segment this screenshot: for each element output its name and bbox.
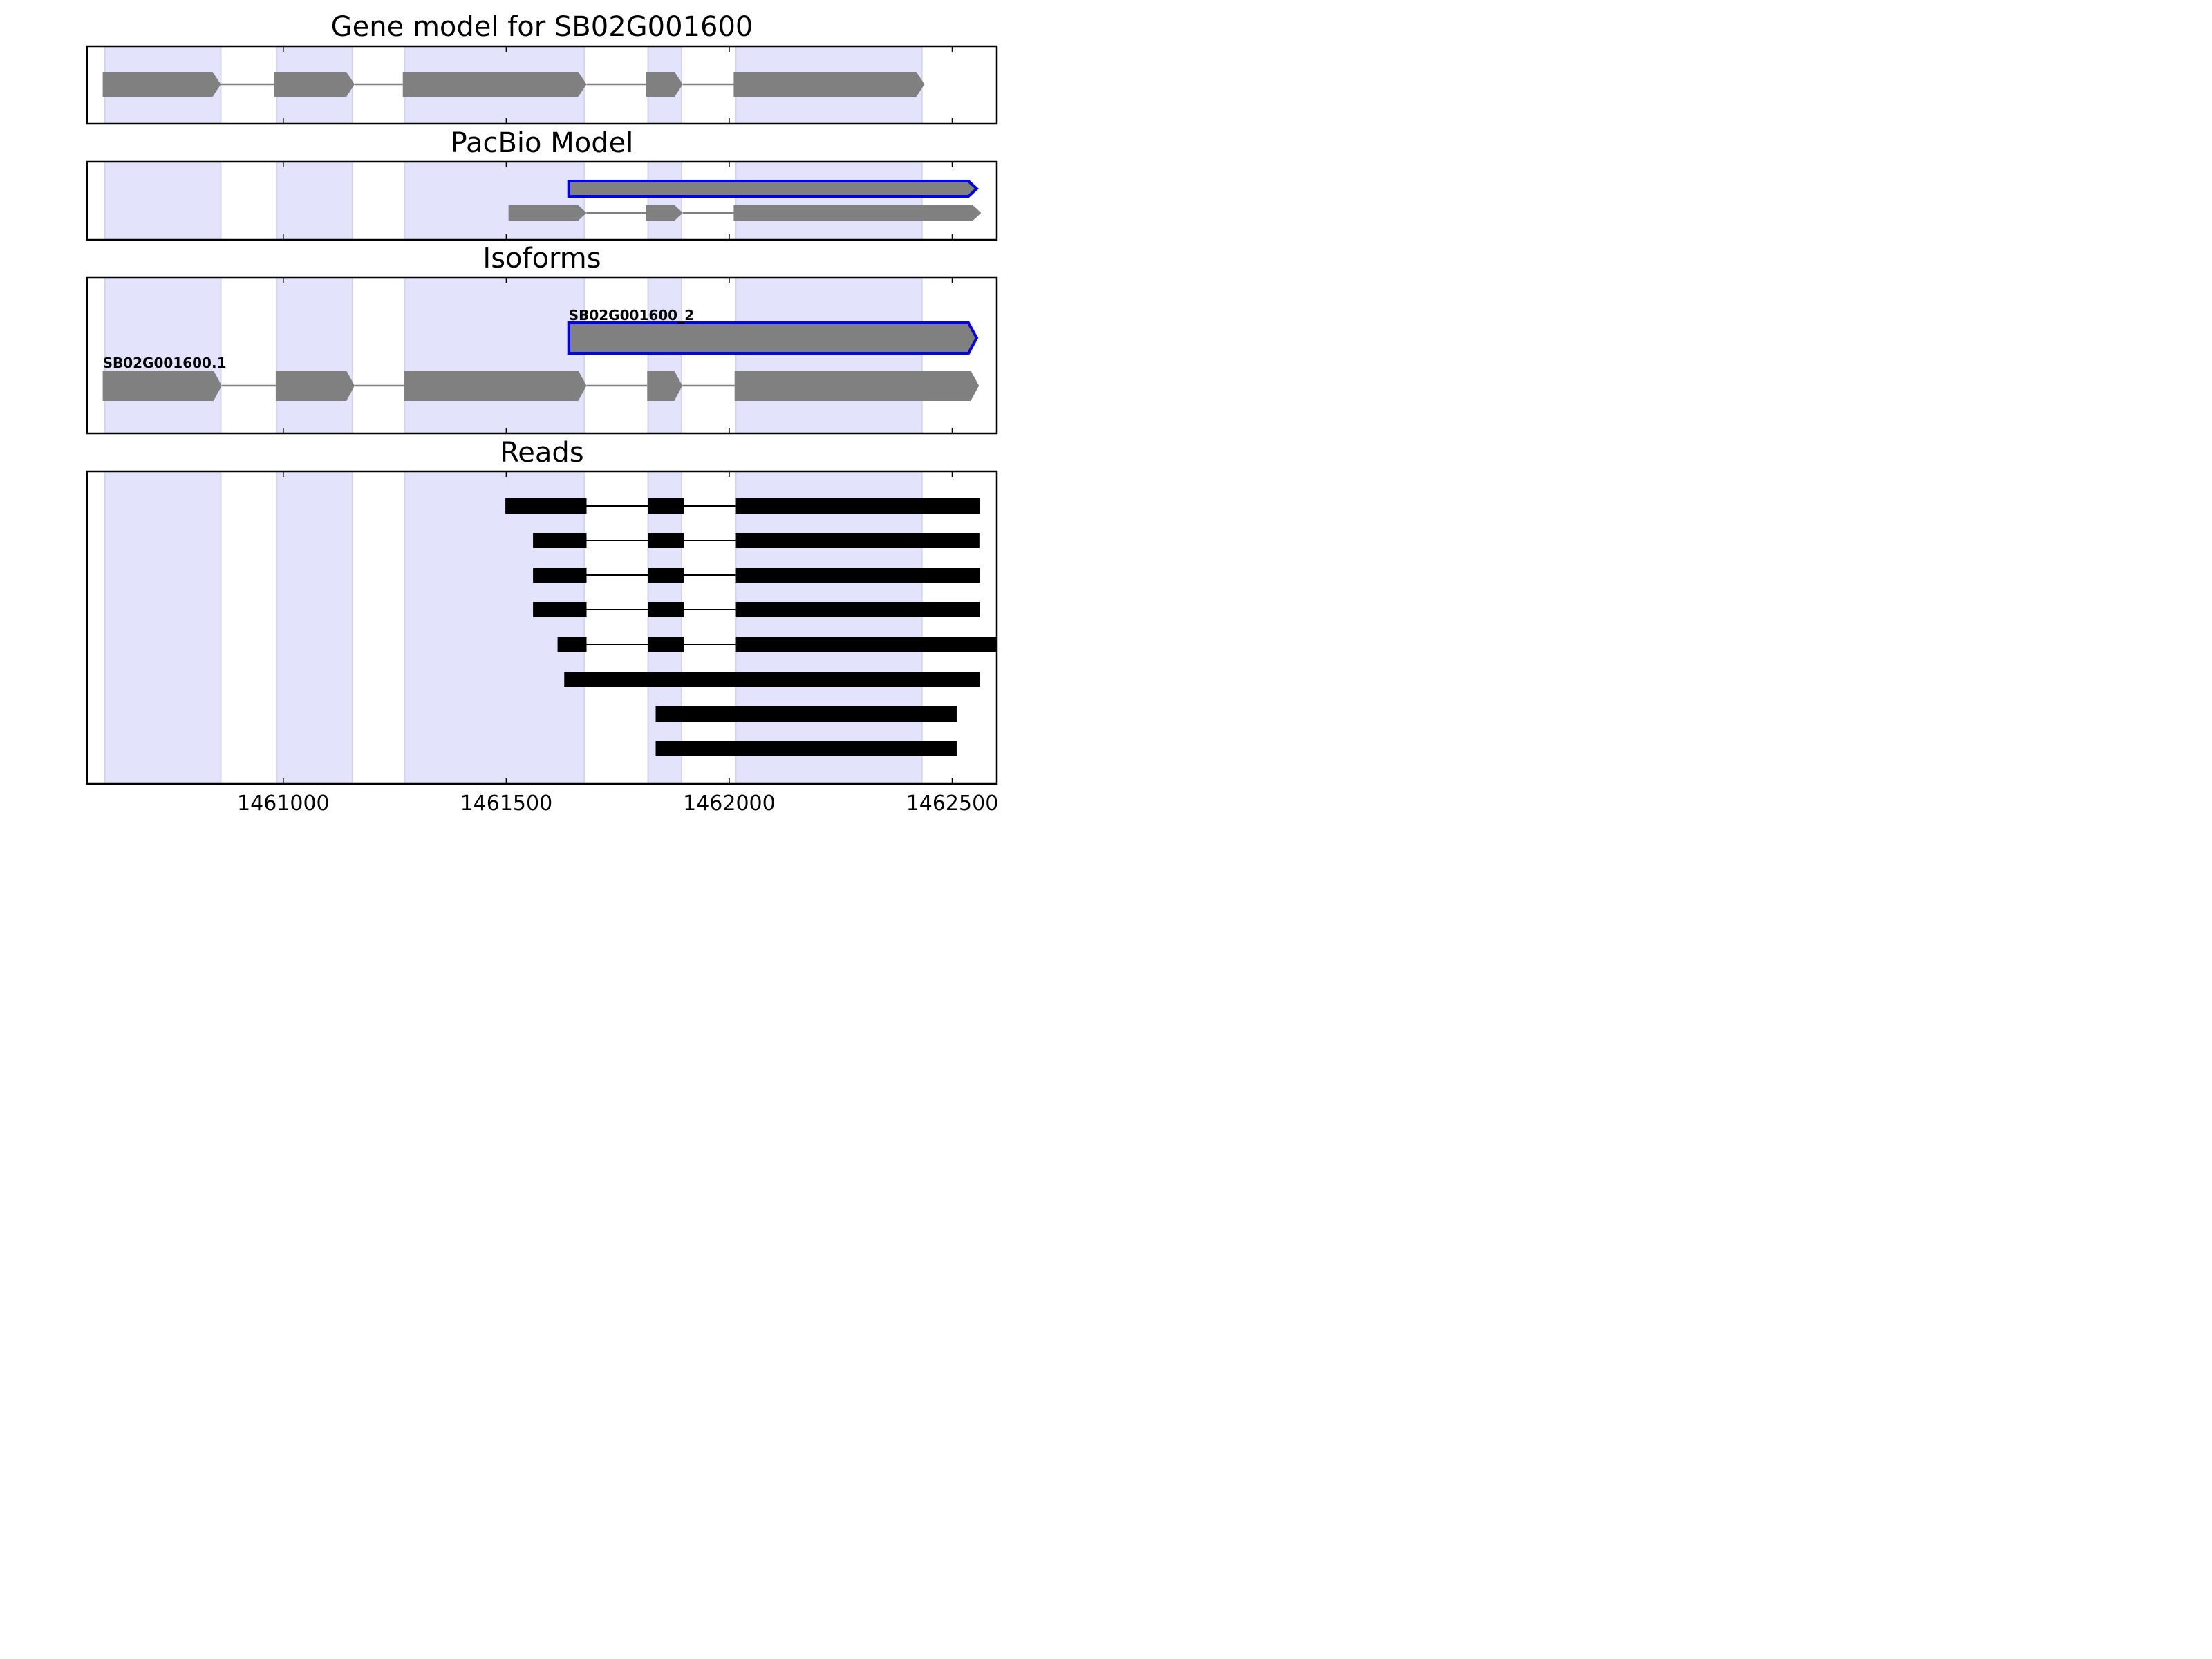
- panel-plot-area: [104, 471, 997, 784]
- read-track: [655, 741, 957, 756]
- read-track: [557, 637, 997, 652]
- read-exon: [648, 637, 684, 652]
- panel-2: PacBio Model: [86, 127, 998, 241]
- exon-shade: [276, 471, 353, 784]
- exon-shade: [404, 277, 585, 433]
- gene-structure-figure: Gene model for SB02G001600 PacBio Model Is…: [86, 11, 999, 813]
- isoform-label: SB02G001600_2: [569, 307, 694, 324]
- exon-shade: [735, 277, 923, 433]
- x-tick-label: 1461500: [460, 791, 553, 813]
- read-track: [505, 498, 980, 514]
- panel-title: Isoforms: [482, 243, 601, 274]
- isoform-label: SB02G001600.1: [103, 355, 227, 371]
- read-exon: [533, 602, 587, 617]
- model-exon: [404, 371, 587, 401]
- exon-shade: [104, 162, 222, 240]
- model-track: [102, 371, 980, 401]
- axes-frame: [86, 45, 998, 125]
- model-track: [567, 321, 979, 355]
- read-track: [564, 672, 980, 687]
- exon-shade: [735, 162, 923, 240]
- exon-shade: [647, 471, 682, 784]
- model-exon: [102, 72, 221, 97]
- read-exon: [735, 498, 980, 514]
- panel-plot-area: [102, 277, 980, 433]
- highlighted-exon: [567, 321, 979, 355]
- exon-shade: [647, 162, 682, 240]
- model-exon: [733, 205, 982, 221]
- model-exon: [508, 205, 587, 221]
- panel-1: Gene model for SB02G001600: [86, 11, 998, 125]
- read-track: [533, 533, 980, 548]
- read-exon: [655, 706, 957, 722]
- model-exon: [275, 371, 355, 401]
- read-exon: [735, 637, 997, 652]
- panel-plot-area: [102, 46, 925, 124]
- model-exon: [734, 371, 980, 401]
- read-track: [533, 602, 980, 617]
- read-track: [533, 568, 980, 583]
- panel-title: Gene model for SB02G001600: [331, 11, 753, 43]
- model-track: [567, 180, 979, 198]
- model-exon: [646, 205, 683, 221]
- exon-shade: [276, 162, 353, 240]
- panel-plot-area: [104, 162, 982, 240]
- read-exon: [564, 672, 980, 687]
- read-exon: [533, 568, 587, 583]
- panel-4: Reads: [86, 437, 998, 785]
- axes-frame: [86, 470, 998, 785]
- read-exon: [533, 533, 587, 548]
- read-exon: [648, 602, 684, 617]
- read-exon: [648, 498, 684, 514]
- x-tick-label: 1462000: [683, 791, 776, 813]
- exon-shade: [104, 277, 222, 433]
- read-exon: [557, 637, 587, 652]
- exon-shade: [647, 277, 682, 433]
- model-exon: [402, 72, 587, 97]
- read-exon: [655, 741, 957, 756]
- model-exon: [647, 371, 683, 401]
- read-exon: [648, 533, 684, 548]
- read-exon: [648, 568, 684, 583]
- highlighted-exon: [567, 180, 979, 198]
- read-exon: [735, 568, 980, 583]
- panel-title: Reads: [500, 437, 583, 469]
- axes-frame: [86, 276, 998, 435]
- exon-shade: [404, 471, 585, 784]
- read-exon: [505, 498, 587, 514]
- axes-frame: [86, 160, 998, 241]
- x-tick-label: 1461000: [237, 791, 330, 813]
- model-track: [102, 72, 925, 97]
- x-tick-label: 1462500: [906, 791, 999, 813]
- read-exon: [735, 602, 980, 617]
- exon-shade: [404, 162, 585, 240]
- exon-shade: [735, 471, 923, 784]
- model-exon: [274, 72, 355, 97]
- model-track: [508, 205, 982, 221]
- model-exon: [733, 72, 925, 97]
- model-exon: [646, 72, 683, 97]
- exon-shade: [104, 471, 222, 784]
- panel-3: Isoforms SB02G001600_2 SB02G001600.1: [86, 243, 998, 435]
- read-exon: [735, 533, 980, 548]
- model-exon: [102, 371, 222, 401]
- read-track: [655, 706, 957, 722]
- panel-title: PacBio Model: [451, 127, 634, 159]
- exon-shade: [276, 277, 353, 433]
